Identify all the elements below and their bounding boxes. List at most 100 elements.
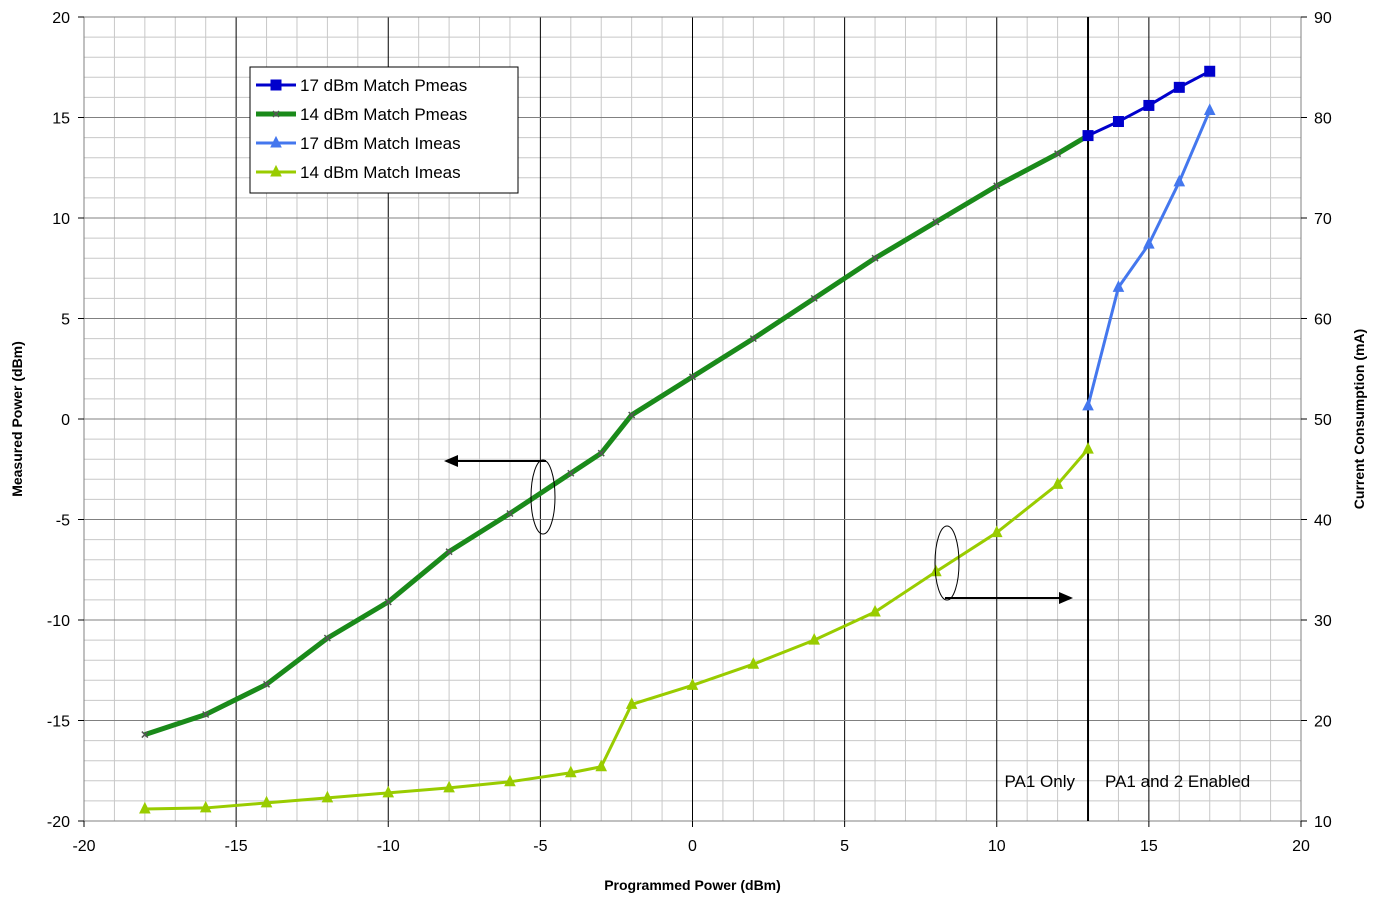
right-arrowhead [1059, 592, 1073, 604]
data-point [1112, 116, 1124, 128]
data-point [199, 800, 212, 813]
legend-item: 17 dBm Match Pmeas [256, 76, 467, 95]
data-point [382, 785, 395, 798]
data-point [443, 780, 455, 793]
y-tick-label: -10 [47, 613, 70, 630]
y2-tick-label: 40 [1314, 513, 1332, 530]
data-point [990, 525, 1003, 538]
y2-tick-label: 90 [1314, 10, 1332, 27]
data-point [628, 411, 636, 419]
series-line [144, 133, 1090, 737]
data-point [504, 774, 516, 787]
data-point [384, 598, 392, 606]
data-point [1143, 99, 1155, 111]
y2-tick-label: 50 [1314, 412, 1332, 429]
annotation-pa1-only: PA1 Only [1004, 772, 1075, 791]
x-tick-label: -5 [533, 838, 547, 855]
data-point [139, 801, 151, 814]
series-line [144, 448, 1090, 811]
y-axis-title: Measured Power (dBm) [9, 341, 25, 497]
data-point [506, 509, 514, 518]
data-point [321, 790, 334, 803]
x-tick-label: -15 [225, 838, 248, 855]
legend-item: 17 dBm Match Imeas [256, 134, 461, 153]
data-point [747, 657, 760, 669]
y2-tick-label: 80 [1314, 111, 1332, 128]
data-point [445, 548, 453, 556]
data-point [1112, 280, 1125, 292]
data-point [263, 680, 271, 688]
x-axis-title: Programmed Power (dBm) [604, 877, 781, 893]
data-point [808, 632, 821, 645]
data-point [1082, 398, 1094, 411]
y2-tick-label: 30 [1314, 613, 1332, 630]
data-point [1054, 150, 1062, 158]
series-14-dbm-match-pmeas [141, 132, 1092, 739]
y-tick-label: 5 [61, 312, 70, 329]
data-point [625, 697, 638, 709]
data-point [567, 469, 575, 477]
y2-tick-label: 10 [1314, 814, 1332, 831]
data-point [1173, 81, 1185, 93]
x-tick-label: 10 [988, 838, 1006, 855]
y2-axis-ticks: 10 20 30 40 50 60 70 80 90 [1301, 10, 1332, 831]
y-tick-label: -15 [47, 714, 70, 731]
legend-label: 14 dBm Match Pmeas [300, 105, 467, 124]
data-point [597, 449, 605, 457]
x-axis-ticks: -20 -15 -10 -5 0 5 10 15 20 [72, 821, 1310, 855]
y2-tick-label: 20 [1314, 714, 1332, 731]
x-tick-label: 5 [840, 838, 849, 855]
y-tick-label: 15 [52, 111, 70, 128]
data-point [323, 634, 331, 642]
data-point [595, 759, 608, 772]
right-axis-callout-ellipse [934, 525, 960, 601]
axis-callouts [444, 455, 1073, 604]
data-point [871, 254, 879, 262]
data-point [1082, 442, 1094, 454]
y2-tick-label: 70 [1314, 211, 1332, 228]
y-axis-ticks: -20 -15 -10 -5 0 5 10 15 20 [47, 10, 84, 831]
legend: 17 dBm Match Pmeas 14 dBm Match Pmeas 17 d… [249, 66, 519, 194]
data-point [688, 373, 697, 381]
data-point [1204, 65, 1216, 77]
data-point [202, 710, 210, 719]
data-point [260, 795, 273, 808]
data-point [1173, 174, 1186, 187]
data-point [1051, 477, 1064, 489]
x-tick-label: -10 [377, 838, 400, 855]
legend-label: 17 dBm Match Pmeas [300, 76, 467, 95]
data-point [810, 294, 818, 302]
y2-axis-title: Current Consumption (mA) [1351, 329, 1367, 509]
data-point [1082, 130, 1094, 142]
data-point [1143, 237, 1155, 249]
data-point [1203, 103, 1216, 115]
x-tick-label: 20 [1292, 838, 1310, 855]
data-point [993, 182, 1001, 190]
data-point [932, 218, 940, 226]
y-tick-label: 0 [61, 412, 70, 429]
x-tick-label: -20 [72, 838, 95, 855]
x-tick-label: 15 [1140, 838, 1158, 855]
data-point [869, 604, 881, 617]
legend-item: 14 dBm Match Imeas [256, 163, 461, 182]
data-point [564, 765, 577, 778]
data-point [141, 731, 149, 739]
legend-item: 14 dBm Match Pmeas [256, 105, 467, 124]
y-tick-label: 20 [52, 10, 70, 27]
data-point [272, 110, 280, 118]
legend-label: 14 dBm Match Imeas [300, 163, 461, 182]
y-tick-label: -20 [47, 814, 70, 831]
data-point [270, 135, 282, 148]
legend-label: 17 dBm Match Imeas [300, 134, 461, 153]
y-tick-label: 10 [52, 211, 70, 228]
series-14-dbm-match-imeas [139, 442, 1094, 814]
annotation-pa1-and-2-enabled: PA1 and 2 Enabled [1105, 772, 1250, 791]
series-17-dbm-match-imeas [1082, 103, 1216, 411]
y2-tick-label: 60 [1314, 312, 1332, 329]
y-tick-label: -5 [56, 513, 70, 530]
data-point [686, 678, 699, 690]
data-point [270, 164, 282, 177]
series-17-dbm-match-pmeas [1082, 65, 1216, 142]
data-point [270, 79, 282, 91]
